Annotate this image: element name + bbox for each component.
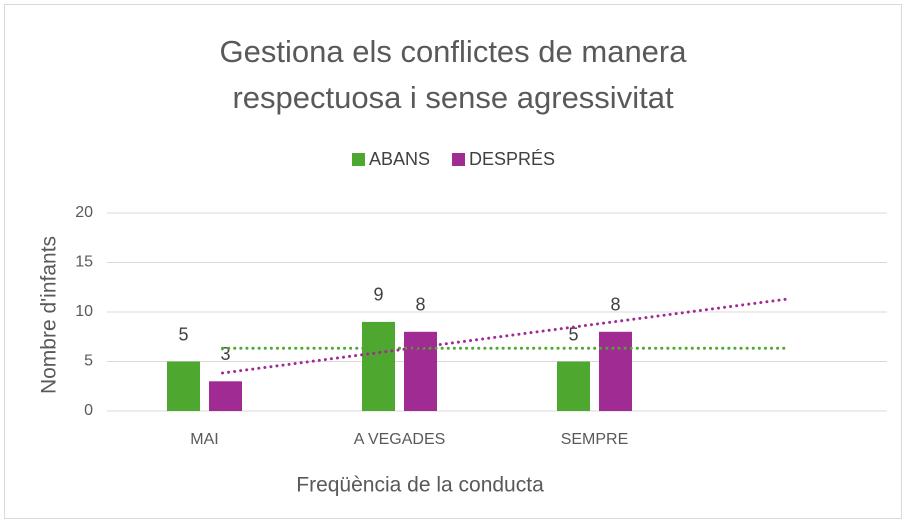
bar xyxy=(167,361,200,411)
legend-swatch xyxy=(352,153,365,166)
y-tick-label: 10 xyxy=(75,303,93,320)
y-tick-label: 20 xyxy=(75,204,93,221)
data-label: 8 xyxy=(415,295,425,315)
chart-title: Gestiona els conflictes de manera respect… xyxy=(220,34,688,115)
y-axis-label: Nombre d'infants xyxy=(38,236,61,394)
bar xyxy=(362,321,395,411)
x-tick-label: MAI xyxy=(190,431,218,448)
chart-frame xyxy=(4,4,902,519)
trendline xyxy=(221,297,791,375)
data-label: 5 xyxy=(178,324,188,344)
data-label: 5 xyxy=(568,324,578,344)
x-tick-label: A VEGADES xyxy=(354,431,446,448)
bar xyxy=(557,361,590,411)
data-label: 9 xyxy=(373,285,383,305)
data-label: 8 xyxy=(610,295,620,315)
bar xyxy=(209,381,242,411)
y-tick-label: 15 xyxy=(75,254,93,271)
legend-swatch xyxy=(452,153,466,166)
y-tick-label: 0 xyxy=(84,402,93,419)
y-tick-label: 5 xyxy=(84,353,93,370)
bar xyxy=(599,331,632,411)
x-tick-label: SEMPRE xyxy=(561,431,629,448)
bar xyxy=(404,331,437,411)
legend-label: DESPRÉS xyxy=(469,149,555,169)
data-label: 3 xyxy=(220,344,230,364)
x-axis-label: Freqüència de la conducta xyxy=(296,474,544,497)
legend-label: ABANS xyxy=(369,149,430,169)
